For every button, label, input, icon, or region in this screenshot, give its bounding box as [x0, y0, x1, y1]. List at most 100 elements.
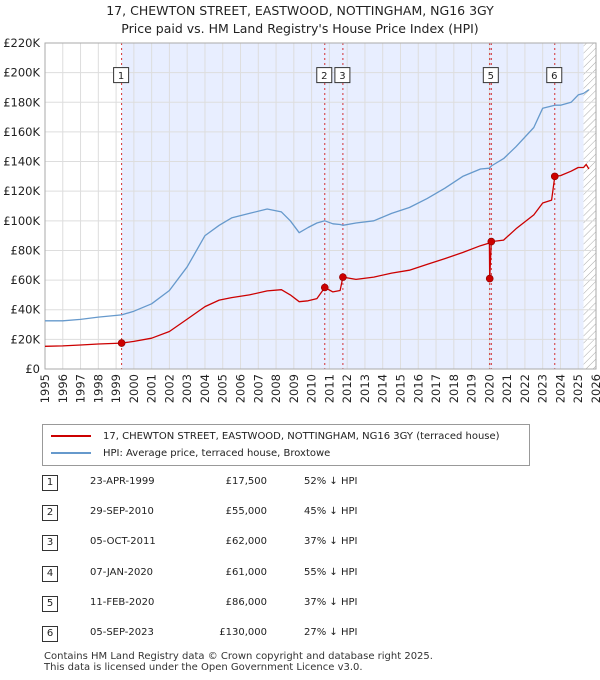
sale-number-box [334, 67, 351, 84]
sale-price: £130,000 [219, 627, 267, 638]
sale-marker-box: 5 [42, 596, 58, 612]
x-tick-label: 2022 [518, 374, 532, 403]
x-tick-label: 2021 [500, 374, 514, 403]
sale-price: £62,000 [225, 536, 267, 547]
x-tick-label: 2013 [358, 374, 372, 403]
sale-marker-box: 2 [42, 505, 58, 521]
legend-label-property: 17, CHEWTON STREET, EASTWOOD, NOTTINGHAM… [103, 430, 500, 442]
chart-subtitle: Price paid vs. HM Land Registry's House … [121, 21, 479, 36]
legend-item-hpi: HPI: Average price, terraced house, Brox… [51, 445, 330, 461]
y-tick-label: £20K [11, 332, 41, 346]
sale-date: 29-SEP-2010 [90, 506, 154, 517]
sale-number-box [546, 67, 563, 84]
chart-title: 17, CHEWTON STREET, EASTWOOD, NOTTINGHAM… [106, 3, 494, 18]
sale-point [117, 339, 126, 347]
sale-point [339, 273, 347, 281]
sale-marker-box: 6 [42, 626, 58, 642]
x-tick-label: 2025 [571, 374, 585, 403]
x-tick-label: 2010 [305, 374, 319, 403]
legend: 17, CHEWTON STREET, EASTWOOD, NOTTINGHAM… [42, 424, 530, 466]
sale-hpi-diff: 37% ↓ HPI [304, 536, 358, 547]
x-tick-label: 2023 [536, 374, 550, 403]
x-tick-label: 1995 [38, 374, 52, 403]
x-tick-label: 2017 [429, 374, 443, 403]
table-row: 3 05-OCT-2011 £62,000 37% ↓ HPI [42, 535, 462, 553]
sale-date: 07-JAN-2020 [90, 567, 154, 578]
sale-date: 11-FEB-2020 [90, 597, 155, 608]
sale-point [550, 172, 559, 181]
sale-marker-box: 1 [42, 475, 58, 491]
sale-hpi-diff: 45% ↓ HPI [304, 506, 358, 517]
sale-number-label: 2 [321, 71, 327, 82]
x-tick-label: 1998 [91, 374, 105, 403]
x-tick-label: 2001 [145, 374, 159, 403]
x-tick-label: 2019 [465, 374, 479, 403]
footer: Contains HM Land Registry data © Crown c… [44, 651, 433, 673]
sale-point [487, 237, 496, 246]
y-tick-label: £60K [11, 273, 41, 287]
sale-hpi-diff: 27% ↓ HPI [304, 627, 358, 638]
x-tick-label: 2008 [269, 374, 283, 403]
y-tick-label: £140K [3, 155, 40, 169]
y-tick-label: £40K [11, 303, 41, 317]
plot-frame [44, 42, 597, 370]
sale-number-box [316, 67, 333, 84]
x-tick-label: 2003 [180, 374, 194, 403]
y-tick-label: £180K [3, 95, 40, 109]
x-tick-label: 2011 [322, 374, 336, 403]
x-tick-label: 2016 [411, 374, 425, 403]
hpi-line [45, 89, 590, 322]
shaded-region [121, 43, 584, 369]
sale-number-label: 5 [488, 71, 494, 82]
sale-hpi-diff: 55% ↓ HPI [304, 567, 358, 578]
x-tick-label: 2002 [162, 374, 176, 403]
table-row: 6 05-SEP-2023 £130,000 27% ↓ HPI [42, 626, 462, 644]
sale-number-label: 6 [551, 71, 557, 82]
y-tick-label: £100K [3, 214, 40, 228]
table-row: 4 07-JAN-2020 £61,000 55% ↓ HPI [42, 566, 462, 584]
sale-number-box [113, 67, 130, 84]
sale-date: 05-SEP-2023 [90, 627, 154, 638]
x-tick-label: 2009 [287, 374, 301, 403]
x-tick-label: 2018 [447, 374, 461, 403]
sale-marker-box: 4 [42, 566, 58, 582]
y-tick-label: £120K [3, 184, 40, 198]
legend-item-property: 17, CHEWTON STREET, EASTWOOD, NOTTINGHAM… [51, 428, 500, 444]
sale-price: £17,500 [225, 476, 267, 487]
x-tick-label: 2014 [376, 374, 390, 403]
sale-hpi-diff: 52% ↓ HPI [304, 476, 358, 487]
y-tick-label: £80K [11, 243, 41, 257]
sale-number-label: 1 [118, 71, 124, 82]
legend-label-hpi: HPI: Average price, terraced house, Brox… [103, 447, 331, 459]
sale-price: £86,000 [225, 597, 267, 608]
sale-point [485, 274, 494, 283]
x-tick-label: 2005 [216, 374, 230, 403]
table-row: 1 23-APR-1999 £17,500 52% ↓ HPI [42, 475, 462, 493]
y-tick-label: £200K [3, 66, 40, 80]
footer-license: This data is licensed under the Open Gov… [44, 662, 363, 673]
sale-hpi-diff: 37% ↓ HPI [304, 597, 358, 608]
sale-date: 05-OCT-2011 [90, 536, 156, 547]
footer-copyright: Contains HM Land Registry data © Crown c… [44, 651, 433, 662]
sale-number-label: 3 [339, 71, 345, 82]
x-tick-label: 2012 [340, 374, 354, 403]
property-price-line [44, 163, 590, 347]
price-chart: £0 £20K £40K £60K £80K £100K £120K £140K £160K £1… [3, 36, 600, 403]
x-tick-label: 2024 [553, 374, 567, 403]
sale-price: £55,000 [225, 506, 267, 517]
x-tick-label: 2000 [127, 374, 141, 403]
sale-point [320, 283, 329, 292]
sale-date: 23-APR-1999 [90, 476, 155, 487]
sale-number-box [482, 67, 499, 84]
sale-marker-box: 3 [42, 535, 58, 551]
x-tick-label: 2007 [251, 374, 265, 403]
y-tick-label: £0 [25, 362, 40, 376]
sale-price: £61,000 [225, 567, 267, 578]
legend-swatch-blue [51, 452, 91, 454]
hatched-region [583, 43, 596, 369]
x-tick-label: 2004 [198, 374, 212, 403]
x-tick-label: 2020 [482, 374, 496, 403]
x-tick-label: 1996 [56, 374, 70, 403]
legend-swatch-red [51, 435, 91, 437]
x-tick-label: 2026 [589, 374, 600, 403]
